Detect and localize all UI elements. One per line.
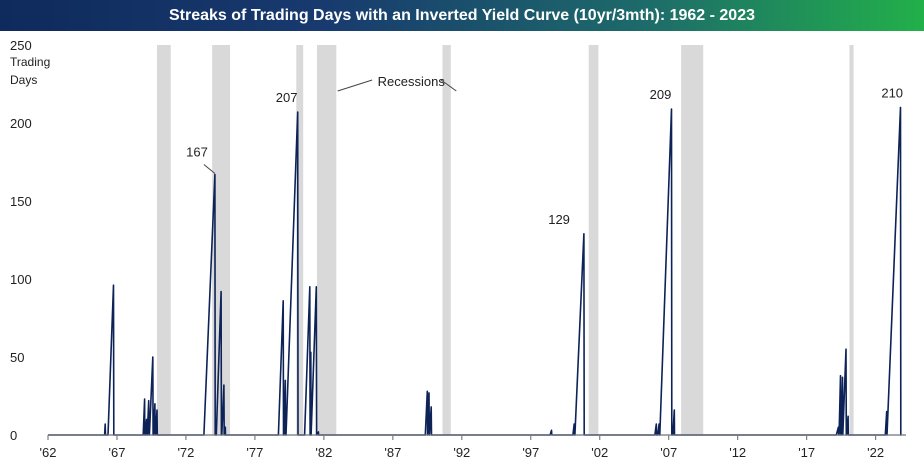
x-tick-label-3: '77 (246, 445, 263, 460)
peak-label-209: 209 (650, 87, 672, 102)
peak-label-167: 167 (186, 144, 208, 159)
recession-bands (156, 45, 854, 435)
recession-band-4 (442, 45, 451, 435)
y-tick-label-2: 100 (10, 272, 32, 287)
y-tick-label-0: 0 (10, 428, 17, 443)
recession-leader-left (337, 79, 373, 92)
streak-series (48, 106, 906, 436)
y-tick-label-5: 250 (10, 38, 32, 53)
peak-label-210: 210 (881, 85, 903, 100)
y-axis-label-line-1: Days (10, 73, 37, 87)
x-tick-label-0: '62 (40, 445, 57, 460)
recession-leader-right (440, 79, 457, 92)
recession-band-6 (681, 45, 704, 435)
peak-label-207: 207 (276, 90, 298, 105)
recession-band-3 (316, 45, 337, 435)
x-tick-label-12: '22 (867, 445, 884, 460)
x-tick-label-9: '07 (660, 445, 677, 460)
x-tick-label-11: '17 (798, 445, 815, 460)
recession-band-5 (588, 45, 599, 435)
chart-title: Streaks of Trading Days with an Inverted… (0, 0, 924, 31)
peak-leader-167 (203, 164, 216, 174)
y-tick-label-3: 150 (10, 194, 32, 209)
y-tick-label-4: 200 (10, 116, 32, 131)
chart-svg: 0 50 100 150 200 250 Trading Days '62 '67 '72 '77 '8… (10, 38, 906, 460)
recession-band-2 (296, 45, 304, 435)
x-tick-label-4: '82 (315, 445, 332, 460)
x-tick-label-2: '72 (177, 445, 194, 460)
x-tick-label-10: '12 (729, 445, 746, 460)
recession-band-7 (849, 45, 854, 435)
x-tick-label-5: '87 (384, 445, 401, 460)
y-axis-label-line-0: Trading (10, 55, 50, 69)
chart-area: 0 50 100 150 200 250 Trading Days '62 '67 '72 '77 '8… (0, 31, 924, 466)
x-tick-label-6: '92 (453, 445, 470, 460)
x-tick-label-8: '02 (591, 445, 608, 460)
y-tick-label-1: 50 (10, 350, 24, 365)
x-tick-label-1: '67 (108, 445, 125, 460)
peak-label-129: 129 (548, 212, 570, 227)
recession-label: Recessions (378, 74, 446, 89)
recession-band-0 (156, 45, 171, 435)
recession-band-1 (212, 45, 231, 435)
axes: 0 50 100 150 200 250 Trading Days '62 '67 '72 '77 '8… (10, 38, 906, 460)
annotations: Recessions 167 207 129 209 210 (186, 74, 903, 227)
streak-line (48, 106, 902, 436)
x-tick-label-7: '97 (522, 445, 539, 460)
